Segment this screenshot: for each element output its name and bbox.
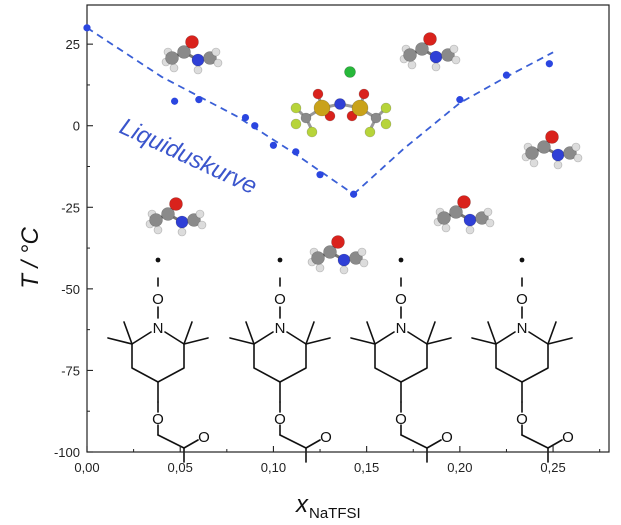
fit-lines: [86, 27, 554, 195]
svg-text:O: O: [516, 411, 528, 428]
svg-text:O: O: [441, 429, 453, 446]
annotation-liquiduskurve: Liquiduskurve: [115, 113, 261, 200]
svg-text:O: O: [152, 411, 164, 428]
data-point: [241, 113, 250, 122]
svg-text:O: O: [320, 429, 332, 446]
y-tick-label: -75: [61, 363, 80, 378]
x-tick-label: 0,05: [168, 460, 193, 475]
fit-line: [86, 27, 355, 195]
y-tick-label: 0: [73, 119, 80, 134]
data-point: [195, 96, 203, 104]
y-tick-label: 25: [66, 37, 80, 52]
molecule-icon: [161, 35, 223, 75]
y-tick-label: -50: [61, 282, 80, 297]
axes: 0,00 0,05 0,10 0,15 0,20 0,25 25 0 -25 -50 -75 -100: [54, 37, 601, 475]
svg-text:O: O: [395, 291, 407, 308]
x-tick-label: 0,00: [74, 460, 99, 475]
svg-text:O: O: [274, 411, 286, 428]
x-tick-label: 0,25: [540, 460, 565, 475]
y-tick-label: -100: [54, 445, 80, 460]
svg-text:O: O: [516, 291, 528, 308]
svg-text:x: x: [295, 491, 309, 518]
molecule-icon: [307, 235, 369, 275]
x-tick-label: 0,20: [447, 460, 472, 475]
molecule-icon: [521, 130, 583, 170]
data-points: [83, 24, 553, 198]
data-point: [316, 171, 324, 179]
svg-text:O: O: [198, 429, 210, 446]
svg-text:N: N: [396, 320, 407, 337]
svg-text:O: O: [152, 291, 164, 308]
molecule-icon: [399, 32, 461, 72]
svg-text:N: N: [517, 320, 528, 337]
molecule-icon: [433, 195, 495, 235]
data-point: [349, 190, 358, 198]
data-point: [171, 97, 179, 105]
data-point: [292, 148, 300, 156]
molecule-icon: [145, 197, 207, 237]
plot-frame: [86, 4, 610, 453]
svg-text:NaTFSI: NaTFSI: [309, 505, 361, 522]
data-point: [83, 24, 91, 32]
x-tick-label: 0,15: [354, 460, 379, 475]
svg-text:O: O: [562, 429, 574, 446]
data-point: [502, 71, 511, 79]
y-axis-title: T / °C: [17, 227, 44, 289]
data-point: [251, 122, 259, 130]
tfsi-anion-icon: [290, 88, 392, 138]
y-tick-label: -25: [61, 200, 80, 215]
x-tick-label: 0,10: [261, 460, 286, 475]
data-point: [456, 96, 464, 104]
svg-text:O: O: [274, 291, 286, 308]
data-point: [269, 141, 278, 149]
svg-text:N: N: [153, 320, 164, 337]
x-axis-title: x NaTFSI: [295, 491, 361, 522]
data-point: [545, 60, 553, 68]
svg-text:N: N: [275, 320, 286, 337]
svg-text:O: O: [395, 411, 407, 428]
